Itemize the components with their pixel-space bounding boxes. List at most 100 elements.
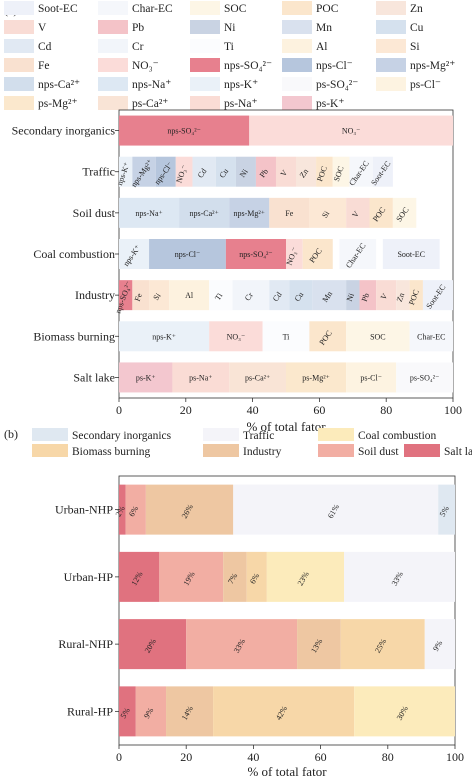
panel-a-bar-segment	[119, 362, 173, 393]
panel-a-bar-segment	[119, 239, 150, 269]
panel-a-bar-segment	[316, 156, 333, 187]
panel-a-xtick-label: 0	[116, 403, 122, 417]
legend-a-swatch	[190, 1, 220, 15]
panel-a-segment-label: Fe	[133, 292, 144, 303]
panel-a-bar-segment	[119, 156, 133, 187]
panel-a-bar-segment	[369, 197, 393, 228]
legend-b-label: Coal combustion	[358, 430, 437, 442]
panel-a-segment-label: Fe	[285, 209, 293, 218]
panel-a-bar-segment	[149, 280, 170, 311]
panel-a-segment-label: Pb	[360, 292, 371, 303]
legend-a-label: Soot-EC	[38, 3, 78, 15]
panel-a-bar-segment	[409, 280, 423, 311]
panel-a-bar-segment	[249, 115, 453, 146]
panel-b-bar-segment	[354, 686, 455, 737]
panel-a-bar-segment	[339, 239, 377, 269]
legend-a-label: Cu	[410, 22, 424, 34]
legend-a-label: Al	[316, 41, 328, 53]
panel-a-segment-label: nps-SO₄²⁻	[167, 127, 200, 136]
legend-a-swatch	[98, 20, 128, 34]
panel-b-bar-segment	[233, 484, 439, 535]
panel-a-bar-segment	[132, 280, 150, 311]
panel-a-xtick-label: 60	[313, 403, 325, 417]
legend-b-swatch	[32, 444, 68, 457]
panel-b-xtick-label: 60	[315, 750, 327, 764]
panel-a-bar-segment	[382, 239, 440, 269]
panel-a-bar-segment	[119, 115, 250, 146]
legend-b-item: Coal combustion	[318, 428, 437, 442]
panel-a-segment-label: Zn	[395, 292, 406, 303]
panel-b-bar-segment	[424, 619, 455, 670]
legend-b-label: Soil dust	[358, 446, 399, 458]
legend-a-item: Cu	[376, 20, 424, 34]
panel-a-xtick-label: 100	[444, 403, 462, 417]
panel-b-xtick-label: 0	[116, 750, 122, 764]
panel-a-segment-label: ps-Cl⁻	[360, 373, 382, 382]
panel-a-category-label: Biomass burning	[33, 329, 115, 343]
legend-a-swatch	[98, 96, 128, 110]
panel-b-bar-segment	[223, 551, 247, 602]
panel-a-bar-segment	[209, 280, 233, 311]
legend-a-item: Zn	[376, 1, 423, 15]
legend-a-item: ps-K⁺	[282, 96, 344, 110]
panel-b-bar-segment	[119, 686, 136, 737]
legend-a-item: nps-Mg²⁺	[376, 58, 455, 72]
panel-a-bar-segment	[409, 321, 453, 352]
legend-a-item: Ni	[190, 20, 236, 34]
legend-b-item: Biomass burning	[32, 444, 151, 458]
legend-b-label: Biomass burning	[72, 446, 151, 458]
legend-a-item: nps-Cl⁻	[282, 58, 353, 72]
legend-b-label: Industry	[243, 446, 282, 458]
legend-a-item: Mn	[282, 20, 332, 34]
panel-a-bar-segment	[392, 197, 417, 228]
panel-a-segment-label: Cd	[196, 167, 209, 180]
legend-a-item: Ti	[190, 39, 234, 53]
panel-a-bar-segment	[286, 239, 303, 269]
panel-a-bar-segment	[229, 362, 286, 393]
legend-a-label: POC	[316, 3, 339, 15]
legend-a-swatch	[376, 1, 406, 15]
panel-b-xtick-label: 80	[382, 750, 394, 764]
panel-a-bar-segment	[132, 156, 156, 187]
legend-b-item: Traffic	[203, 428, 274, 442]
legend-a-item: nps-Na⁺	[98, 77, 171, 91]
panel-a-segment-label: Zn	[298, 167, 310, 179]
legend-a-swatch	[98, 1, 128, 15]
panel-b-xlabel: % of total fator	[247, 764, 327, 779]
legend-a-item: POC	[282, 1, 339, 15]
legend-a-swatch	[376, 39, 406, 53]
panel-a-bar-segment	[396, 280, 410, 311]
legend-a-item: nps-Ca²⁺	[4, 77, 80, 91]
legend-a-swatch	[4, 20, 34, 34]
panel-a-bar-segment	[346, 362, 397, 393]
panel-a-bar-segment	[225, 239, 286, 269]
legend-b-label: Traffic	[243, 430, 274, 442]
legend-a-label: Mn	[316, 22, 332, 34]
legend-b-swatch	[203, 444, 239, 457]
panel-a-bar-segment	[359, 280, 377, 311]
panel-a-segment-label: nps-Na⁺	[135, 209, 162, 218]
legend-a-item: ps-Mg²⁺	[4, 96, 78, 110]
panel-b-category-label: Urban-HP	[64, 570, 114, 584]
legend-b-swatch	[404, 444, 440, 457]
panel-a-category-label: Coal combustion	[33, 247, 115, 261]
panel-a-bar-segment	[175, 156, 193, 187]
panel-b-bar-segment	[166, 686, 214, 737]
legend-a-swatch	[376, 58, 406, 72]
legend-a-label: nps-Na⁺	[132, 79, 171, 91]
panel-b-bar-segment	[119, 484, 126, 535]
panel-a-bar-segment	[346, 280, 360, 311]
panel-a-bar-segment	[119, 197, 180, 228]
panel-a-segment-label: Si	[151, 291, 163, 302]
panel-a-xtick-label: 80	[380, 403, 392, 417]
legend-a-item: Cd	[4, 39, 52, 53]
panel-a-bar-segment	[149, 239, 226, 269]
panel-a-segment-label: ps-Ca²⁺	[245, 373, 270, 382]
panel-a-bar-segment	[262, 321, 310, 352]
panel-b-bar-segment	[344, 551, 455, 602]
legend-a-swatch	[98, 77, 128, 91]
legend-a-item: Char-EC	[98, 1, 173, 15]
panel-a-bar-segment	[396, 362, 453, 393]
legend-a-label: ps-Na⁺	[224, 98, 258, 110]
legend-b-label: Salt lake	[444, 446, 472, 458]
